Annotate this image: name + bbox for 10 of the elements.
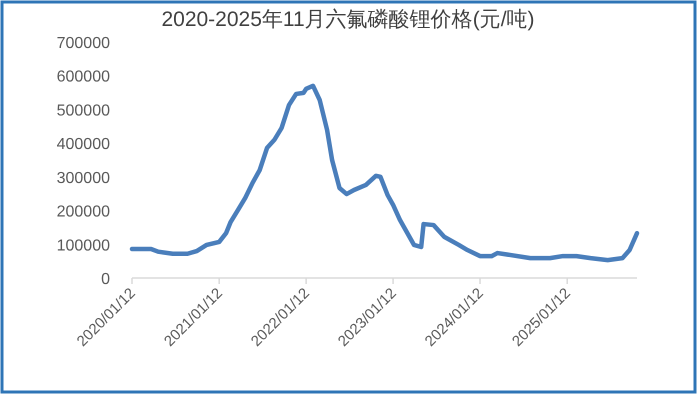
chart-title: 2020-2025年11月六氟磷酸锂价格(元/吨) <box>161 8 535 31</box>
y-tick-label: 200000 <box>56 204 110 221</box>
y-tick-label: 400000 <box>56 136 110 154</box>
y-tick-label: 600000 <box>56 68 110 86</box>
line-series <box>130 84 640 262</box>
y-tick-label: 0 <box>101 271 110 288</box>
y-tick-label: 500000 <box>56 102 110 120</box>
y-tick-label: 300000 <box>56 170 110 187</box>
y-tick-label: 700000 <box>56 35 110 52</box>
y-tick-label: 100000 <box>56 237 110 254</box>
